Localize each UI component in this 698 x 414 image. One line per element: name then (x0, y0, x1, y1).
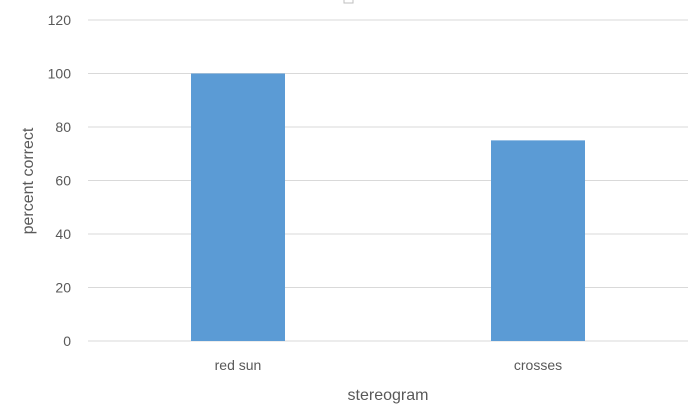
gridlines (88, 19, 688, 342)
bar-red-sun (191, 73, 285, 341)
legend-marker (343, 0, 354, 4)
y-tick-label: 100 (48, 66, 72, 82)
y-tick-label: 60 (55, 173, 71, 189)
y-tick-label: 0 (63, 333, 71, 349)
x-axis-title: stereogram (348, 387, 429, 404)
y-tick-label: 20 (55, 280, 71, 296)
y-tick-label: 80 (55, 119, 71, 135)
y-axis-ticks: 0 20 40 60 80 100 120 (48, 12, 72, 349)
x-tick-label: crosses (514, 357, 562, 373)
bars (191, 73, 585, 341)
y-tick-label: 120 (48, 12, 72, 28)
bar-crosses (491, 140, 585, 341)
y-axis-title: percent correct (20, 127, 37, 234)
y-tick-label: 40 (55, 226, 71, 242)
x-axis-ticks: red sun crosses (215, 357, 562, 373)
x-tick-label: red sun (215, 357, 262, 373)
